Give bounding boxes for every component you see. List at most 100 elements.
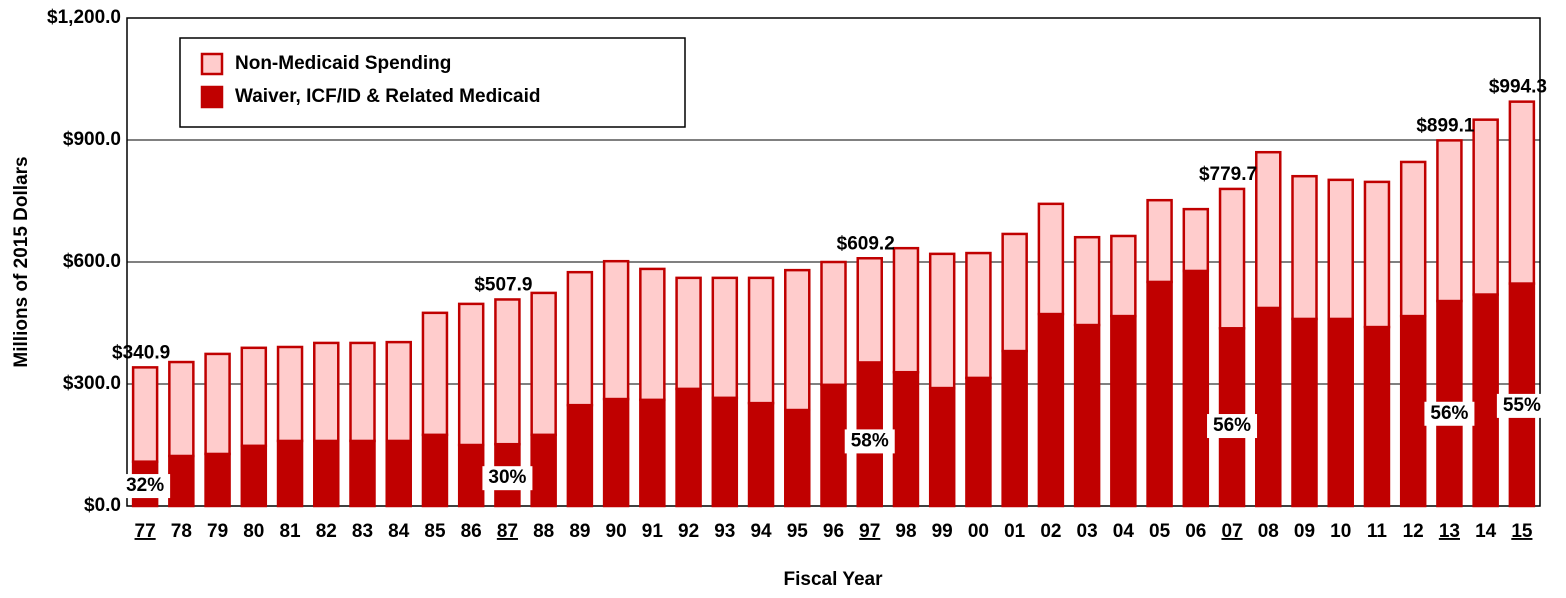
bar-segment <box>1037 312 1065 508</box>
legend-swatch <box>200 52 224 76</box>
bar-segment <box>421 311 449 437</box>
bar-segment <box>784 268 811 412</box>
bar-segment <box>602 259 630 401</box>
x-tick-label: 11 <box>1367 521 1388 542</box>
bar-segment <box>566 270 594 407</box>
bar-segment <box>711 276 739 400</box>
bar-segment <box>711 396 739 508</box>
y-tick-label: $1,200.0 <box>47 7 121 28</box>
x-tick-label: 96 <box>823 521 844 542</box>
share-label: 30% <box>488 467 526 488</box>
bar-segment <box>131 366 159 463</box>
share-label-bg <box>120 474 171 499</box>
x-axis-label: Fiscal Year <box>784 569 884 590</box>
x-tick-label: 13 <box>1439 521 1460 542</box>
bar-segment <box>1472 118 1499 296</box>
x-tick-label: 15 <box>1511 521 1533 542</box>
x-tick-label: 92 <box>678 521 699 542</box>
bar-segment <box>313 439 340 508</box>
y-axis-label: Millions of 2015 Dollars <box>11 156 32 367</box>
x-tick-label: 14 <box>1475 521 1497 542</box>
bar-segment <box>675 276 702 391</box>
bar-segment <box>1291 317 1318 508</box>
bar-segment <box>421 433 449 508</box>
x-tick-label: 89 <box>569 521 590 542</box>
bar-segment <box>1073 235 1101 327</box>
share-label-bg <box>1496 393 1547 418</box>
bar-segment <box>1182 269 1210 508</box>
x-tick-label: 88 <box>533 521 554 542</box>
x-tick-label: 79 <box>207 521 228 542</box>
bar-segment <box>639 398 666 508</box>
bar-segment <box>1255 306 1282 508</box>
bar-segment <box>566 403 594 508</box>
bar-segment <box>1399 160 1427 318</box>
x-tick-label: 90 <box>606 521 627 542</box>
bar-segment <box>928 386 956 508</box>
bar-segment <box>1399 314 1427 508</box>
share-label-bg <box>1424 401 1475 426</box>
x-tick-label: 06 <box>1185 521 1206 542</box>
x-tick-label: 95 <box>787 521 809 542</box>
bar-segment <box>602 397 630 508</box>
bar-segment <box>530 433 557 508</box>
bar-segment <box>1255 150 1282 310</box>
bar-segment <box>276 439 304 508</box>
x-tick-label: 08 <box>1258 521 1279 542</box>
bar-segment <box>1363 180 1391 329</box>
share-label: 55% <box>1503 395 1541 416</box>
x-tick-label: 78 <box>171 521 192 542</box>
bar-segment <box>240 346 268 448</box>
bar-segment <box>204 352 231 456</box>
x-tick-label: 80 <box>243 521 264 542</box>
x-tick-label: 91 <box>642 521 664 542</box>
x-tick-label: 09 <box>1294 521 1315 542</box>
total-label: $899.1 <box>1416 115 1475 136</box>
bar-segment <box>1182 207 1210 273</box>
x-tick-label: 07 <box>1221 521 1242 542</box>
x-tick-label: 10 <box>1330 521 1351 542</box>
x-tick-label: 93 <box>714 521 735 542</box>
share-label-bg <box>1207 414 1258 439</box>
bar-segment <box>240 444 268 508</box>
bar-segment <box>965 376 992 508</box>
bar-segment <box>1363 325 1391 508</box>
bar-segment <box>820 383 847 508</box>
bar-segment <box>747 276 775 405</box>
bar-segment <box>1146 198 1173 284</box>
share-label: 32% <box>126 475 164 496</box>
legend-swatch <box>200 85 224 109</box>
total-label: $994.3 <box>1489 77 1547 98</box>
bar-segment <box>457 443 485 508</box>
bar-segment <box>276 345 304 443</box>
bar-segment <box>204 452 231 508</box>
y-tick-label: $0.0 <box>84 495 121 516</box>
bar-segment <box>892 246 920 374</box>
share-label: 56% <box>1213 415 1251 436</box>
x-tick-label: 82 <box>316 521 337 542</box>
x-tick-label: 81 <box>279 521 301 542</box>
share-label: 56% <box>1430 403 1468 424</box>
bar-segment <box>892 370 920 508</box>
bar-segment <box>1291 174 1318 321</box>
x-tick-label: 85 <box>424 521 446 542</box>
x-tick-label: 77 <box>135 521 156 542</box>
x-tick-label: 02 <box>1040 521 1061 542</box>
share-label: 58% <box>851 430 889 451</box>
bar-segment <box>385 439 412 508</box>
x-tick-label: 12 <box>1403 521 1424 542</box>
bar-segment <box>1037 202 1065 316</box>
share-label-bg <box>844 429 895 454</box>
x-tick-label: 84 <box>388 521 410 542</box>
x-tick-label: 87 <box>497 521 518 542</box>
x-tick-label: 83 <box>352 521 373 542</box>
bar-segment <box>1327 317 1354 508</box>
bar-segment <box>747 401 775 508</box>
bar-segment <box>1327 178 1354 321</box>
bar-segment <box>965 251 992 380</box>
bar-segment <box>1110 234 1137 318</box>
bar-segment <box>820 260 847 387</box>
bar-segment <box>784 408 811 508</box>
bar-segment <box>1436 139 1463 303</box>
